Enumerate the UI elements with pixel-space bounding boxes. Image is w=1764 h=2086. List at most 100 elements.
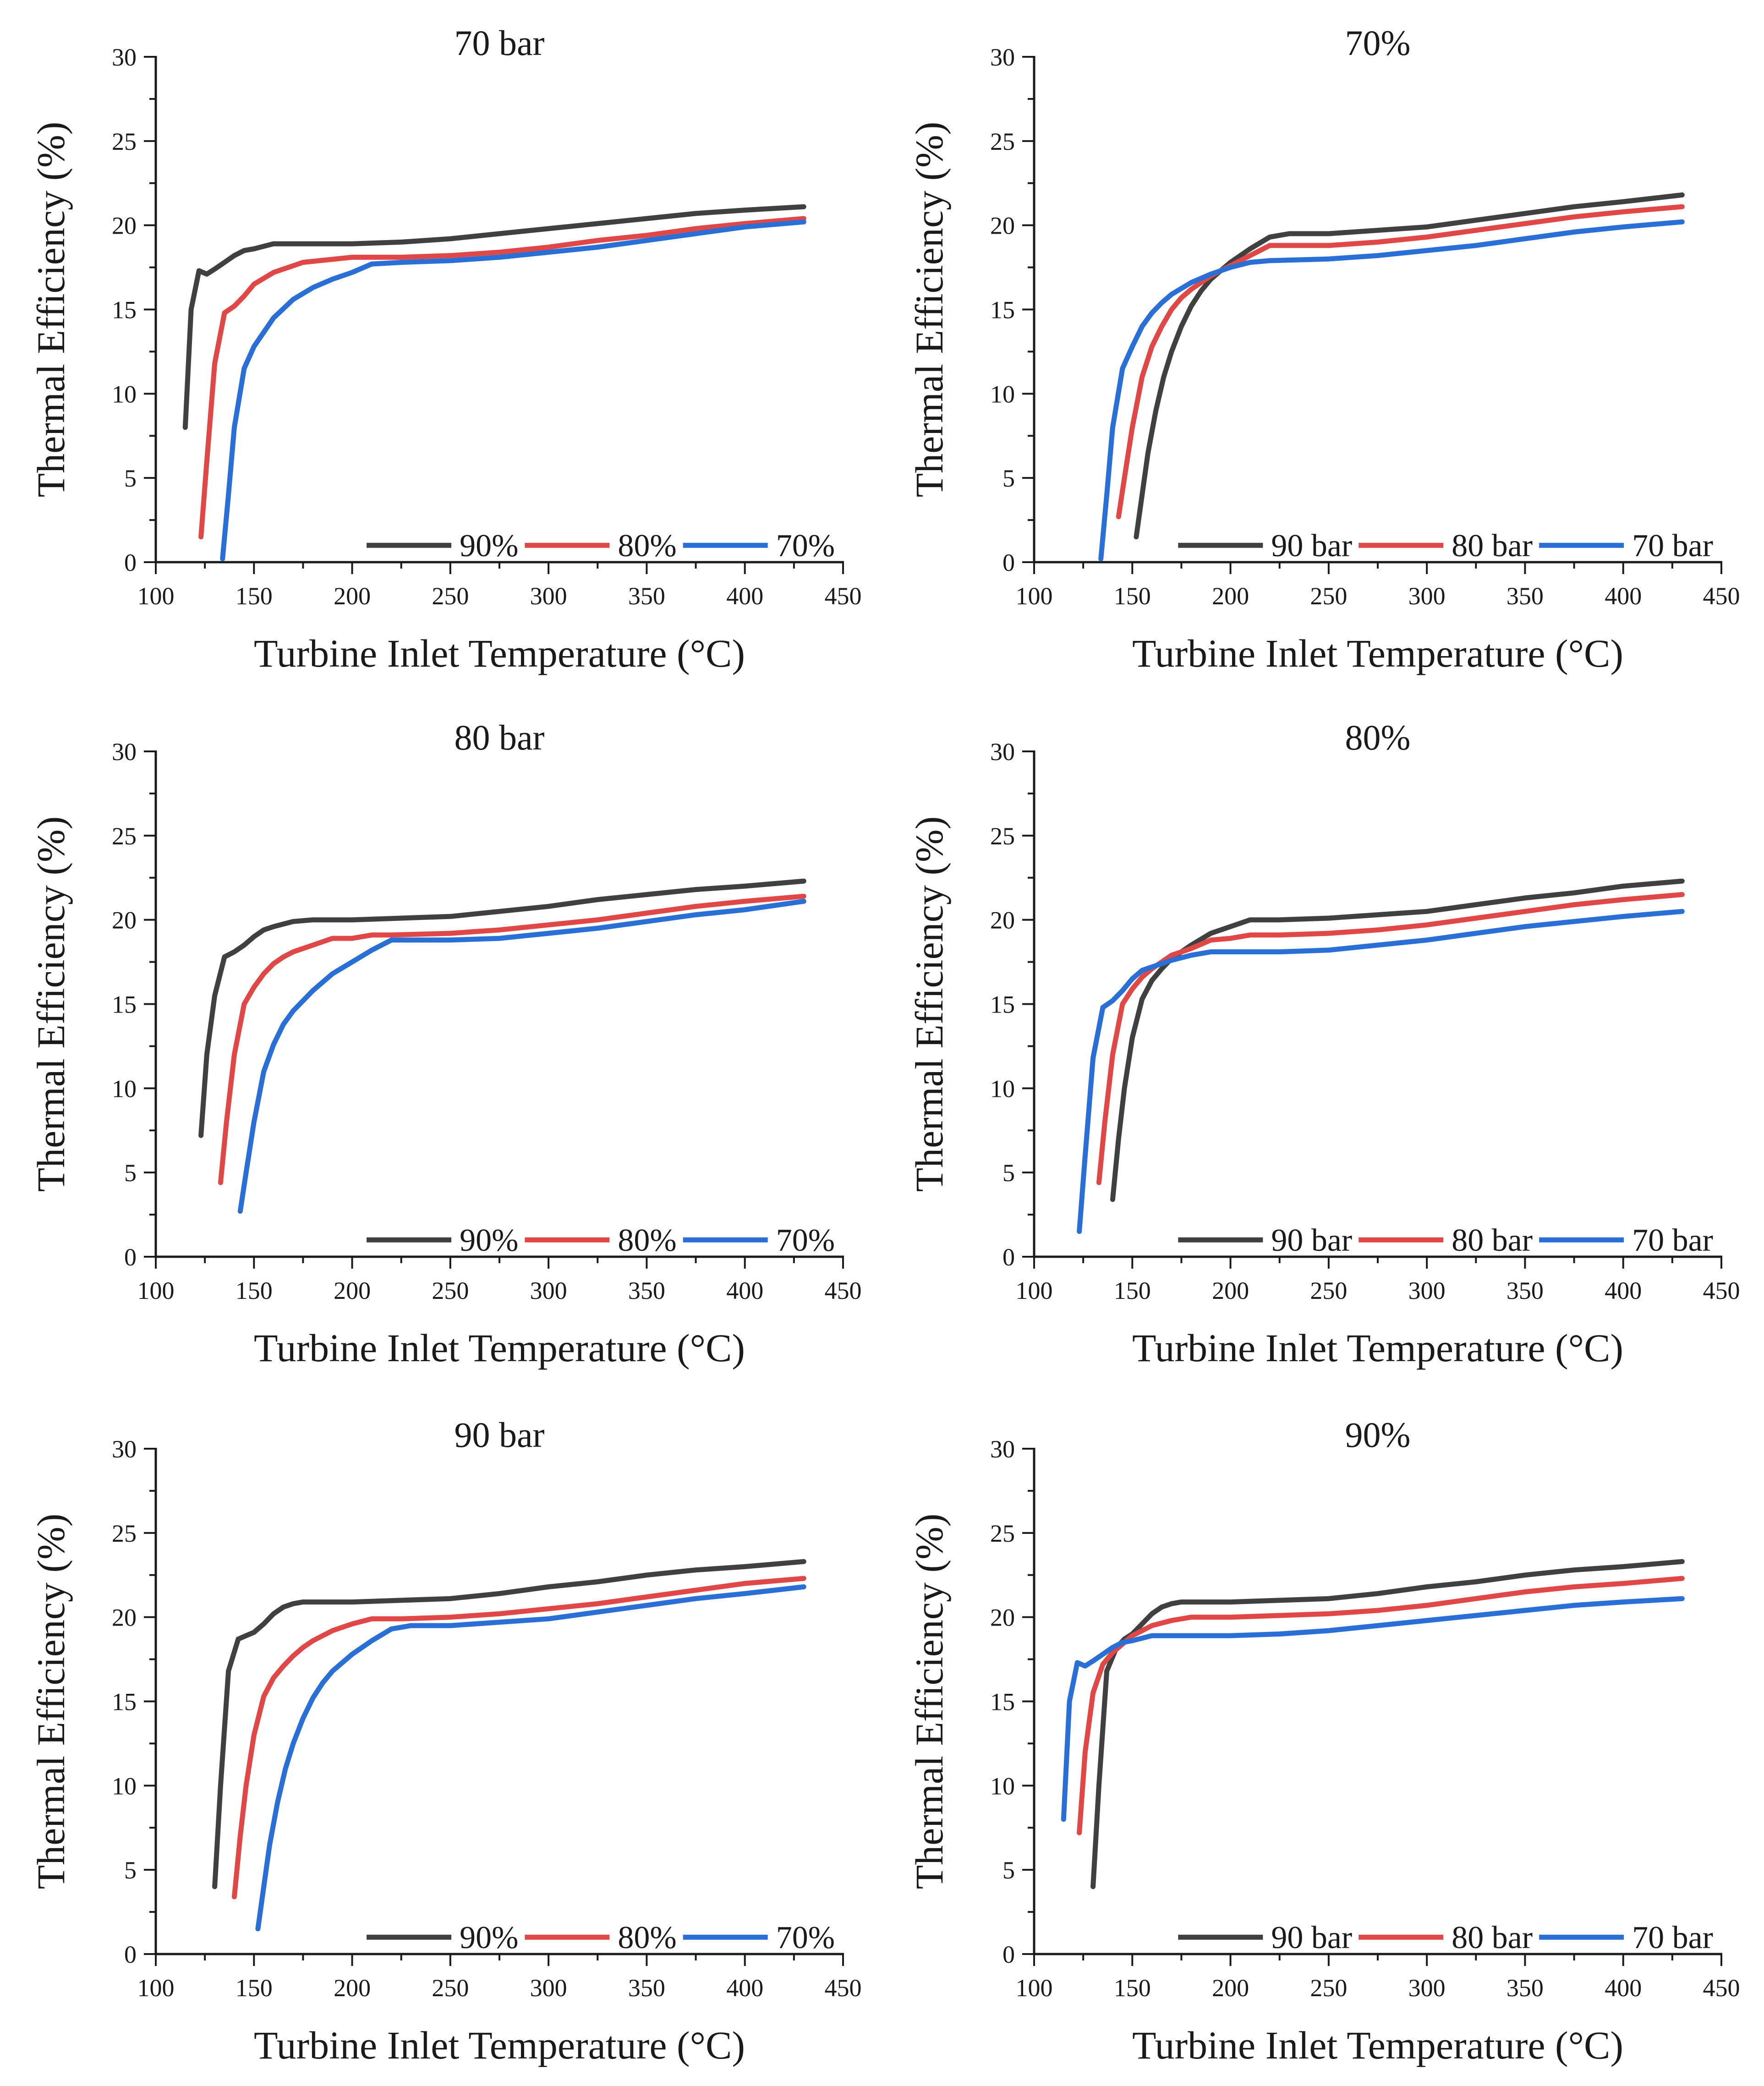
x-tick-label: 100 xyxy=(1016,1277,1053,1304)
chart-panel-4: 100 150 200 250 300 350 400 450 0 5 10 15 20 25 30 80% T… xyxy=(907,717,1740,1370)
y-tick-label: 5 xyxy=(124,1159,137,1187)
series-line-90pct xyxy=(212,1559,806,1889)
x-tick-label: 300 xyxy=(530,1277,567,1304)
y-tick-label: 5 xyxy=(1003,1856,1015,1884)
x-tick-label: 250 xyxy=(1310,582,1347,610)
legend-label: 80% xyxy=(618,1920,676,1955)
y-tick-label: 20 xyxy=(112,1604,137,1632)
x-tick-label: 350 xyxy=(628,1974,665,2002)
x-tick-label: 400 xyxy=(726,582,763,610)
legend-entry: 90 bar xyxy=(1178,1223,1352,1258)
series-line-70-bar xyxy=(1098,219,1685,562)
y-tick-label: 30 xyxy=(112,44,137,71)
x-tick-label: 250 xyxy=(432,582,469,610)
legend-entry: 70 bar xyxy=(1539,528,1713,564)
x-tick-label: 150 xyxy=(236,1277,273,1304)
x-tick-label: 300 xyxy=(1408,582,1446,610)
series-line-70-bar xyxy=(1061,1596,1685,1822)
y-tick-label: 20 xyxy=(990,1604,1015,1632)
y-tick-label: 10 xyxy=(990,1075,1015,1102)
x-tick-label: 150 xyxy=(1114,582,1151,610)
x-tick-label: 300 xyxy=(1408,1277,1446,1304)
x-tick-label: 150 xyxy=(1114,1974,1151,2002)
y-tick-label: 25 xyxy=(990,128,1015,155)
x-tick-label: 400 xyxy=(1605,582,1642,610)
x-tick-label: 200 xyxy=(1212,582,1249,610)
series-line-70pct xyxy=(237,898,806,1214)
x-tick-label: 400 xyxy=(726,1277,763,1304)
series-line-90pct xyxy=(182,204,806,430)
chart-panel-5: 100 150 200 250 300 350 400 450 0 5 10 15 20 25 30 90 b… xyxy=(29,1415,862,2067)
panel-title: 90% xyxy=(1345,1415,1411,1455)
legend-entry: 90% xyxy=(367,1920,518,1955)
legend-entry: 70% xyxy=(683,1223,835,1258)
x-tick-label: 350 xyxy=(628,582,665,610)
legend-label: 70 bar xyxy=(1632,1920,1713,1955)
legend-label: 70 bar xyxy=(1632,528,1713,564)
legend-entry: 90 bar xyxy=(1178,528,1352,564)
y-tick-label: 0 xyxy=(1003,1243,1015,1271)
x-tick-label: 200 xyxy=(1212,1974,1249,2002)
x-tick-label: 300 xyxy=(1408,1974,1446,2002)
chart-panel-3: 100 150 200 250 300 350 400 450 0 5 10 15 20 25 30 80 b… xyxy=(29,717,862,1370)
y-tick-label: 10 xyxy=(112,1772,137,1800)
x-tick-label: 100 xyxy=(137,582,175,610)
x-tick-label: 300 xyxy=(530,582,567,610)
legend-label: 80% xyxy=(618,528,676,564)
x-tick-label: 100 xyxy=(1016,1974,1053,2002)
series-line-90-bar xyxy=(1110,878,1685,1202)
series-line-80-bar xyxy=(1077,1576,1685,1835)
y-tick-label: 0 xyxy=(1003,549,1015,576)
x-tick-label: 100 xyxy=(137,1277,175,1304)
x-tick-label: 150 xyxy=(1114,1277,1151,1304)
y-tick-label: 30 xyxy=(112,738,137,766)
x-axis-label: Turbine Inlet Temperature (°C) xyxy=(1132,631,1623,675)
y-tick-label: 10 xyxy=(990,380,1015,408)
panel-title: 80 bar xyxy=(454,717,544,757)
legend-entry: 90% xyxy=(367,1223,518,1258)
y-tick-label: 0 xyxy=(124,549,137,576)
legend-entry: 80% xyxy=(525,1920,677,1955)
series-line-70-bar xyxy=(1077,909,1685,1234)
y-tick-label: 15 xyxy=(112,1688,137,1716)
x-axis-label: Turbine Inlet Temperature (°C) xyxy=(254,2023,745,2067)
legend-label: 70 bar xyxy=(1632,1223,1713,1258)
y-axis-label: Thermal Efficiency (%) xyxy=(29,1514,73,1889)
y-tick-label: 0 xyxy=(124,1941,137,1968)
legend-label: 90 bar xyxy=(1271,1223,1352,1258)
x-tick-label: 450 xyxy=(1703,1974,1740,2002)
series-line-80pct xyxy=(198,216,806,540)
x-tick-label: 350 xyxy=(628,1277,665,1304)
legend-label: 90 bar xyxy=(1271,528,1352,564)
legend-entry: 80% xyxy=(525,1223,677,1258)
y-axis-label: Thermal Efficiency (%) xyxy=(29,816,73,1192)
y-tick-label: 5 xyxy=(124,1856,137,1884)
legend-label: 70% xyxy=(776,1223,835,1258)
y-axis-label: Thermal Efficiency (%) xyxy=(907,122,951,498)
y-tick-label: 25 xyxy=(112,822,137,850)
x-tick-label: 300 xyxy=(530,1974,567,2002)
y-tick-label: 30 xyxy=(990,1435,1015,1463)
x-tick-label: 350 xyxy=(1507,1277,1544,1304)
y-tick-label: 30 xyxy=(990,44,1015,71)
legend-label: 80 bar xyxy=(1452,1223,1533,1258)
y-tick-label: 15 xyxy=(990,991,1015,1018)
series-line-80pct xyxy=(218,893,806,1185)
y-tick-label: 15 xyxy=(112,991,137,1018)
y-tick-label: 5 xyxy=(1003,465,1015,492)
y-tick-label: 10 xyxy=(112,1075,137,1102)
y-tick-label: 10 xyxy=(990,1772,1015,1800)
chart-panel-1: 100 150 200 250 300 350 400 450 0 5 10 15 20 25 30 70 b… xyxy=(29,23,862,675)
legend-label: 80 bar xyxy=(1452,528,1533,564)
legend-entry: 80 bar xyxy=(1359,528,1533,564)
x-tick-label: 400 xyxy=(1605,1974,1642,2002)
legend-entry: 70 bar xyxy=(1539,1920,1713,1955)
x-tick-label: 450 xyxy=(825,1277,862,1304)
series-line-80-bar xyxy=(1096,892,1685,1185)
y-tick-label: 10 xyxy=(112,380,137,408)
legend-entry: 80 bar xyxy=(1359,1920,1533,1955)
y-tick-label: 20 xyxy=(112,907,137,934)
panel-title: 80% xyxy=(1345,717,1411,757)
y-tick-label: 20 xyxy=(990,907,1015,934)
